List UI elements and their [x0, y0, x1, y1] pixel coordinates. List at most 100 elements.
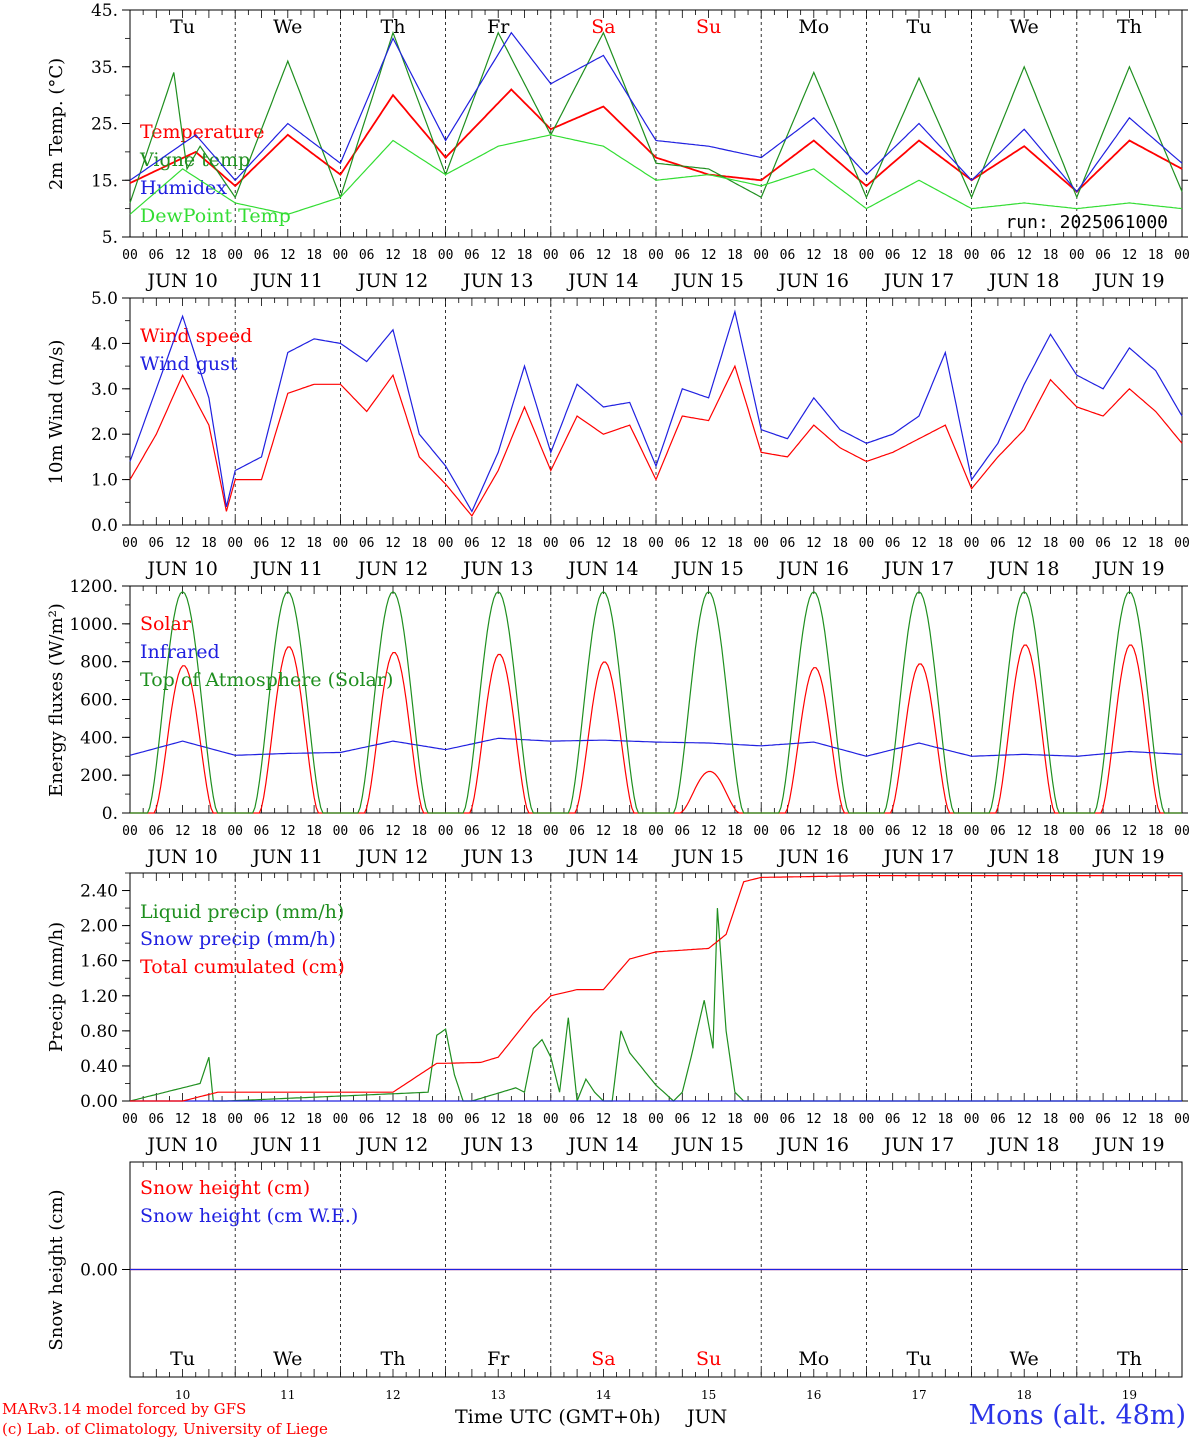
weekday-label: Tu	[907, 16, 932, 38]
hour-label: 12	[596, 536, 612, 551]
date-label: JUN 11	[251, 846, 323, 868]
hour-label: 00	[648, 824, 664, 839]
day-number-label: 16	[806, 1388, 821, 1402]
panel-4: 0.00 0.40 0.80 1.20 1.60 2.00 2.40 Precip (mm/h…	[46, 872, 1190, 1156]
hour-label: 12	[701, 1112, 717, 1127]
hour-label: 12	[175, 824, 191, 839]
hour-label: 18	[201, 1112, 217, 1127]
hour-label: 18	[727, 248, 743, 263]
hour-label: 06	[885, 824, 901, 839]
date-label: JUN 10	[145, 1134, 217, 1156]
hour-label: 18	[411, 1112, 427, 1127]
hour-label: 00	[753, 536, 769, 551]
hour-label: 06	[990, 824, 1006, 839]
hour-label: 18	[1043, 536, 1059, 551]
hour-label: 18	[832, 536, 848, 551]
hour-label: 06	[1095, 824, 1111, 839]
hour-label: 12	[280, 824, 296, 839]
hour-label: 00	[1069, 1112, 1085, 1127]
hour-label: 06	[780, 1112, 796, 1127]
hour-label: 00	[1069, 824, 1085, 839]
hour-label: 00	[333, 1112, 349, 1127]
date-label: JUN 16	[777, 558, 849, 580]
y-tick-label: 0.00	[80, 1261, 118, 1281]
date-label: JUN 16	[777, 1134, 849, 1156]
hour-label: 06	[674, 824, 690, 839]
panel-3: 0. 200. 400. 600. 800. 1000. 1200.Energy fluxe…	[46, 577, 1190, 868]
hour-label: 06	[569, 1112, 585, 1127]
hour-label: 00	[333, 536, 349, 551]
hour-label: 12	[806, 248, 822, 263]
weekday-label: Tu	[170, 1348, 195, 1370]
hour-label: 12	[490, 824, 506, 839]
hour-label: 06	[464, 1112, 480, 1127]
hour-label: 06	[674, 1112, 690, 1127]
hour-label: 12	[1016, 536, 1032, 551]
date-label: JUN 13	[461, 1134, 533, 1156]
hour-label: 18	[517, 248, 533, 263]
y-tick-label: 5.	[102, 228, 118, 248]
hour-label: 00	[122, 824, 138, 839]
date-label: JUN 11	[251, 1134, 323, 1156]
weekday-label: Tu	[907, 1348, 932, 1370]
date-label: JUN 11	[251, 270, 323, 292]
hour-label: 12	[806, 824, 822, 839]
hour-label: 06	[464, 248, 480, 263]
date-label: JUN 13	[461, 558, 533, 580]
legend-entry: DewPoint Temp	[140, 205, 291, 227]
date-label: JUN 15	[671, 846, 743, 868]
hour-label: 12	[701, 248, 717, 263]
hour-label: 18	[306, 248, 322, 263]
date-label: JUN 18	[987, 270, 1059, 292]
weekday-label: We	[273, 1348, 302, 1370]
series-line-wind-gust	[129, 309, 1183, 513]
hour-label: 12	[280, 1112, 296, 1127]
y-tick-label: 1.20	[80, 987, 118, 1007]
y-tick-label: 400.	[80, 728, 118, 748]
hour-label: 00	[1174, 536, 1190, 551]
y-tick-label: 0.80	[80, 1022, 118, 1042]
weekday-label: Sa	[591, 16, 615, 38]
weekday-label: Mo	[798, 16, 829, 38]
hour-label: 00	[648, 536, 664, 551]
month-label: JUN	[687, 1406, 728, 1428]
hour-label: 12	[596, 248, 612, 263]
hour-label: 18	[727, 824, 743, 839]
hour-label: 06	[885, 1112, 901, 1127]
date-label: JUN 12	[356, 846, 428, 868]
hour-label: 12	[280, 248, 296, 263]
y-tick-label: 5.0	[91, 289, 118, 309]
hour-label: 18	[411, 824, 427, 839]
hour-label: 00	[859, 536, 875, 551]
hour-label: 18	[1043, 248, 1059, 263]
date-label: JUN 18	[987, 846, 1059, 868]
date-label: JUN 17	[882, 1134, 954, 1156]
date-label: JUN 15	[671, 270, 743, 292]
series-line-total-cumulated-cm-	[130, 875, 1182, 1102]
hour-label: 12	[1016, 248, 1032, 263]
hour-label: 06	[1095, 536, 1111, 551]
date-label: JUN 19	[1092, 1134, 1164, 1156]
hour-label: 00	[438, 824, 454, 839]
legend-entry: Snow precip (mm/h)	[140, 928, 336, 950]
hour-label: 00	[1174, 1112, 1190, 1127]
hour-label: 00	[227, 824, 243, 839]
hour-label: 12	[911, 536, 927, 551]
day-number-label: 12	[385, 1388, 400, 1402]
hour-label: 00	[753, 1112, 769, 1127]
hour-label: 06	[464, 536, 480, 551]
hour-label: 06	[148, 536, 164, 551]
weekday-label: Su	[696, 16, 721, 38]
hour-label: 12	[385, 1112, 401, 1127]
y-tick-label: 25.	[91, 115, 118, 135]
y-tick-label: 1200.	[69, 577, 118, 597]
hour-label: 00	[964, 536, 980, 551]
day-number-label: 11	[280, 1388, 295, 1402]
hour-label: 12	[806, 1112, 822, 1127]
date-label: JUN 16	[777, 846, 849, 868]
hour-label: 12	[1122, 248, 1138, 263]
date-label: JUN 18	[987, 558, 1059, 580]
hour-label: 12	[175, 248, 191, 263]
hour-label: 00	[1069, 248, 1085, 263]
hour-label: 00	[543, 536, 559, 551]
